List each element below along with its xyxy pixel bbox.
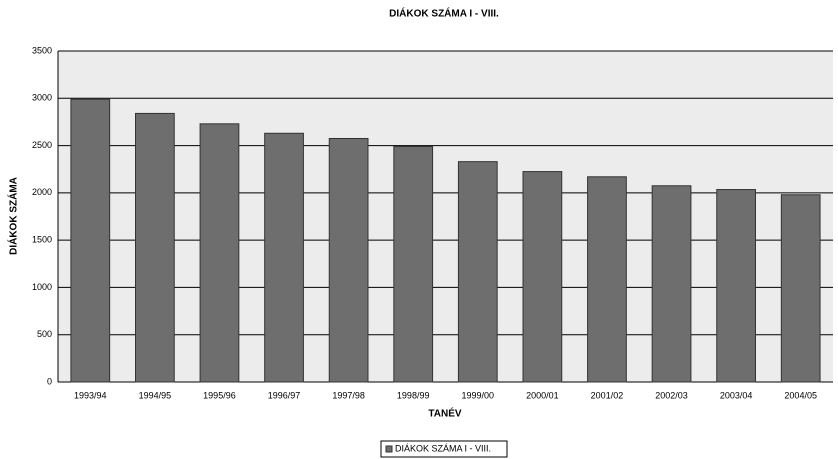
x-tick-label: 2002/03 xyxy=(655,390,688,400)
bar xyxy=(522,171,563,383)
bar xyxy=(780,194,821,383)
x-tick-label: 2000/01 xyxy=(526,390,559,400)
x-tick-label: 2003/04 xyxy=(720,390,753,400)
y-tick-label: 1500 xyxy=(32,235,52,245)
x-tick-label: 1997/98 xyxy=(332,390,365,400)
x-tick-label: 1996/97 xyxy=(268,390,301,400)
x-tick-label: 2004/05 xyxy=(784,390,817,400)
bar xyxy=(70,98,111,383)
x-tick-label: 1993/94 xyxy=(74,390,107,400)
bar xyxy=(328,137,369,383)
bar xyxy=(393,146,434,383)
x-tick-label: 2001/02 xyxy=(591,390,624,400)
y-tick-label: 3500 xyxy=(32,45,52,55)
x-tick-label: 1999/00 xyxy=(462,390,495,400)
bar xyxy=(264,132,304,383)
x-tick-label: 1995/96 xyxy=(203,390,236,400)
bar xyxy=(199,123,240,383)
y-tick-label: 0 xyxy=(47,376,52,386)
y-tick-label: 1000 xyxy=(32,282,52,292)
plot-area xyxy=(58,51,833,382)
bar xyxy=(651,185,692,383)
y-tick-label: 2500 xyxy=(32,140,52,150)
legend-box xyxy=(380,440,508,458)
y-tick-label: 3000 xyxy=(32,93,52,103)
y-tick-label: 2000 xyxy=(32,187,52,197)
bar xyxy=(587,176,627,383)
y-axis-label: DIÁKOK SZÁMA xyxy=(7,177,20,255)
x-tick-label: 1994/95 xyxy=(139,390,172,400)
legend-label: DIÁKOK SZÁMA I - VIII. xyxy=(395,443,491,453)
bar xyxy=(716,189,756,383)
y-tick-label: 500 xyxy=(37,329,52,339)
legend-swatch xyxy=(385,445,393,453)
x-tick-label: 1998/99 xyxy=(397,390,430,400)
x-axis-label: TANÉV xyxy=(428,407,461,420)
chart-title: DIÁKOK SZÁMA I - VIII. xyxy=(389,7,499,20)
bar xyxy=(135,112,175,383)
bar xyxy=(457,161,498,383)
